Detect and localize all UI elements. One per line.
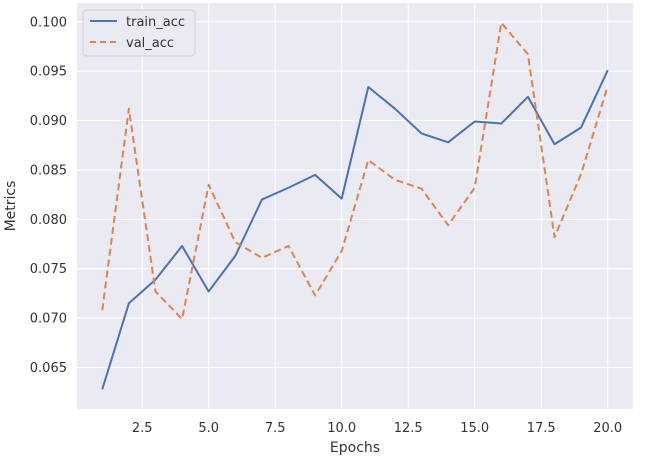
x-tick-label: 5.0 <box>198 421 219 436</box>
x-tick-label: 15.0 <box>460 421 489 436</box>
y-tick-label: 0.075 <box>30 262 67 277</box>
y-tick-label: 0.090 <box>30 114 67 129</box>
y-tick-label: 0.065 <box>30 361 67 376</box>
y-tick-label: 0.095 <box>30 65 67 80</box>
legend: train_acc val_acc <box>82 9 196 57</box>
x-tick-label: 12.5 <box>394 421 423 436</box>
x-axis-label: Epochs <box>330 440 380 456</box>
x-tick-label: 20.0 <box>593 421 622 436</box>
val-acc-line <box>101 21 609 321</box>
y-axis-label: Metrics <box>3 181 19 232</box>
x-tick-label: 2.5 <box>132 421 153 436</box>
y-tick-label: 0.080 <box>30 213 67 228</box>
x-tick-labels: 2.5 5.0 7.5 10.0 12.5 15.0 17.5 20.0 <box>132 421 622 436</box>
x-tick-label: 17.5 <box>527 421 556 436</box>
train-acc-line <box>101 69 609 390</box>
legend-val-label: val_acc <box>126 36 174 51</box>
x-tick-label: 10.0 <box>327 421 356 436</box>
y-tick-label: 0.085 <box>30 163 67 178</box>
y-tick-label: 0.100 <box>30 15 67 30</box>
y-tick-label: 0.070 <box>30 312 67 327</box>
series-lines <box>101 21 609 390</box>
legend-train-label: train_acc <box>126 15 185 30</box>
y-tick-labels: 0.065 0.070 0.075 0.080 0.085 0.090 0.095 0.100 <box>30 15 67 376</box>
x-tick-label: 7.5 <box>265 421 286 436</box>
